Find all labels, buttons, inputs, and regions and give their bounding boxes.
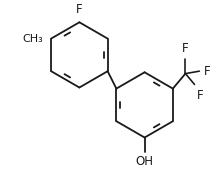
Text: F: F: [204, 65, 210, 78]
Text: OH: OH: [136, 155, 154, 168]
Text: F: F: [197, 89, 203, 102]
Text: F: F: [76, 3, 83, 16]
Text: CH₃: CH₃: [23, 34, 43, 44]
Text: F: F: [182, 42, 189, 55]
